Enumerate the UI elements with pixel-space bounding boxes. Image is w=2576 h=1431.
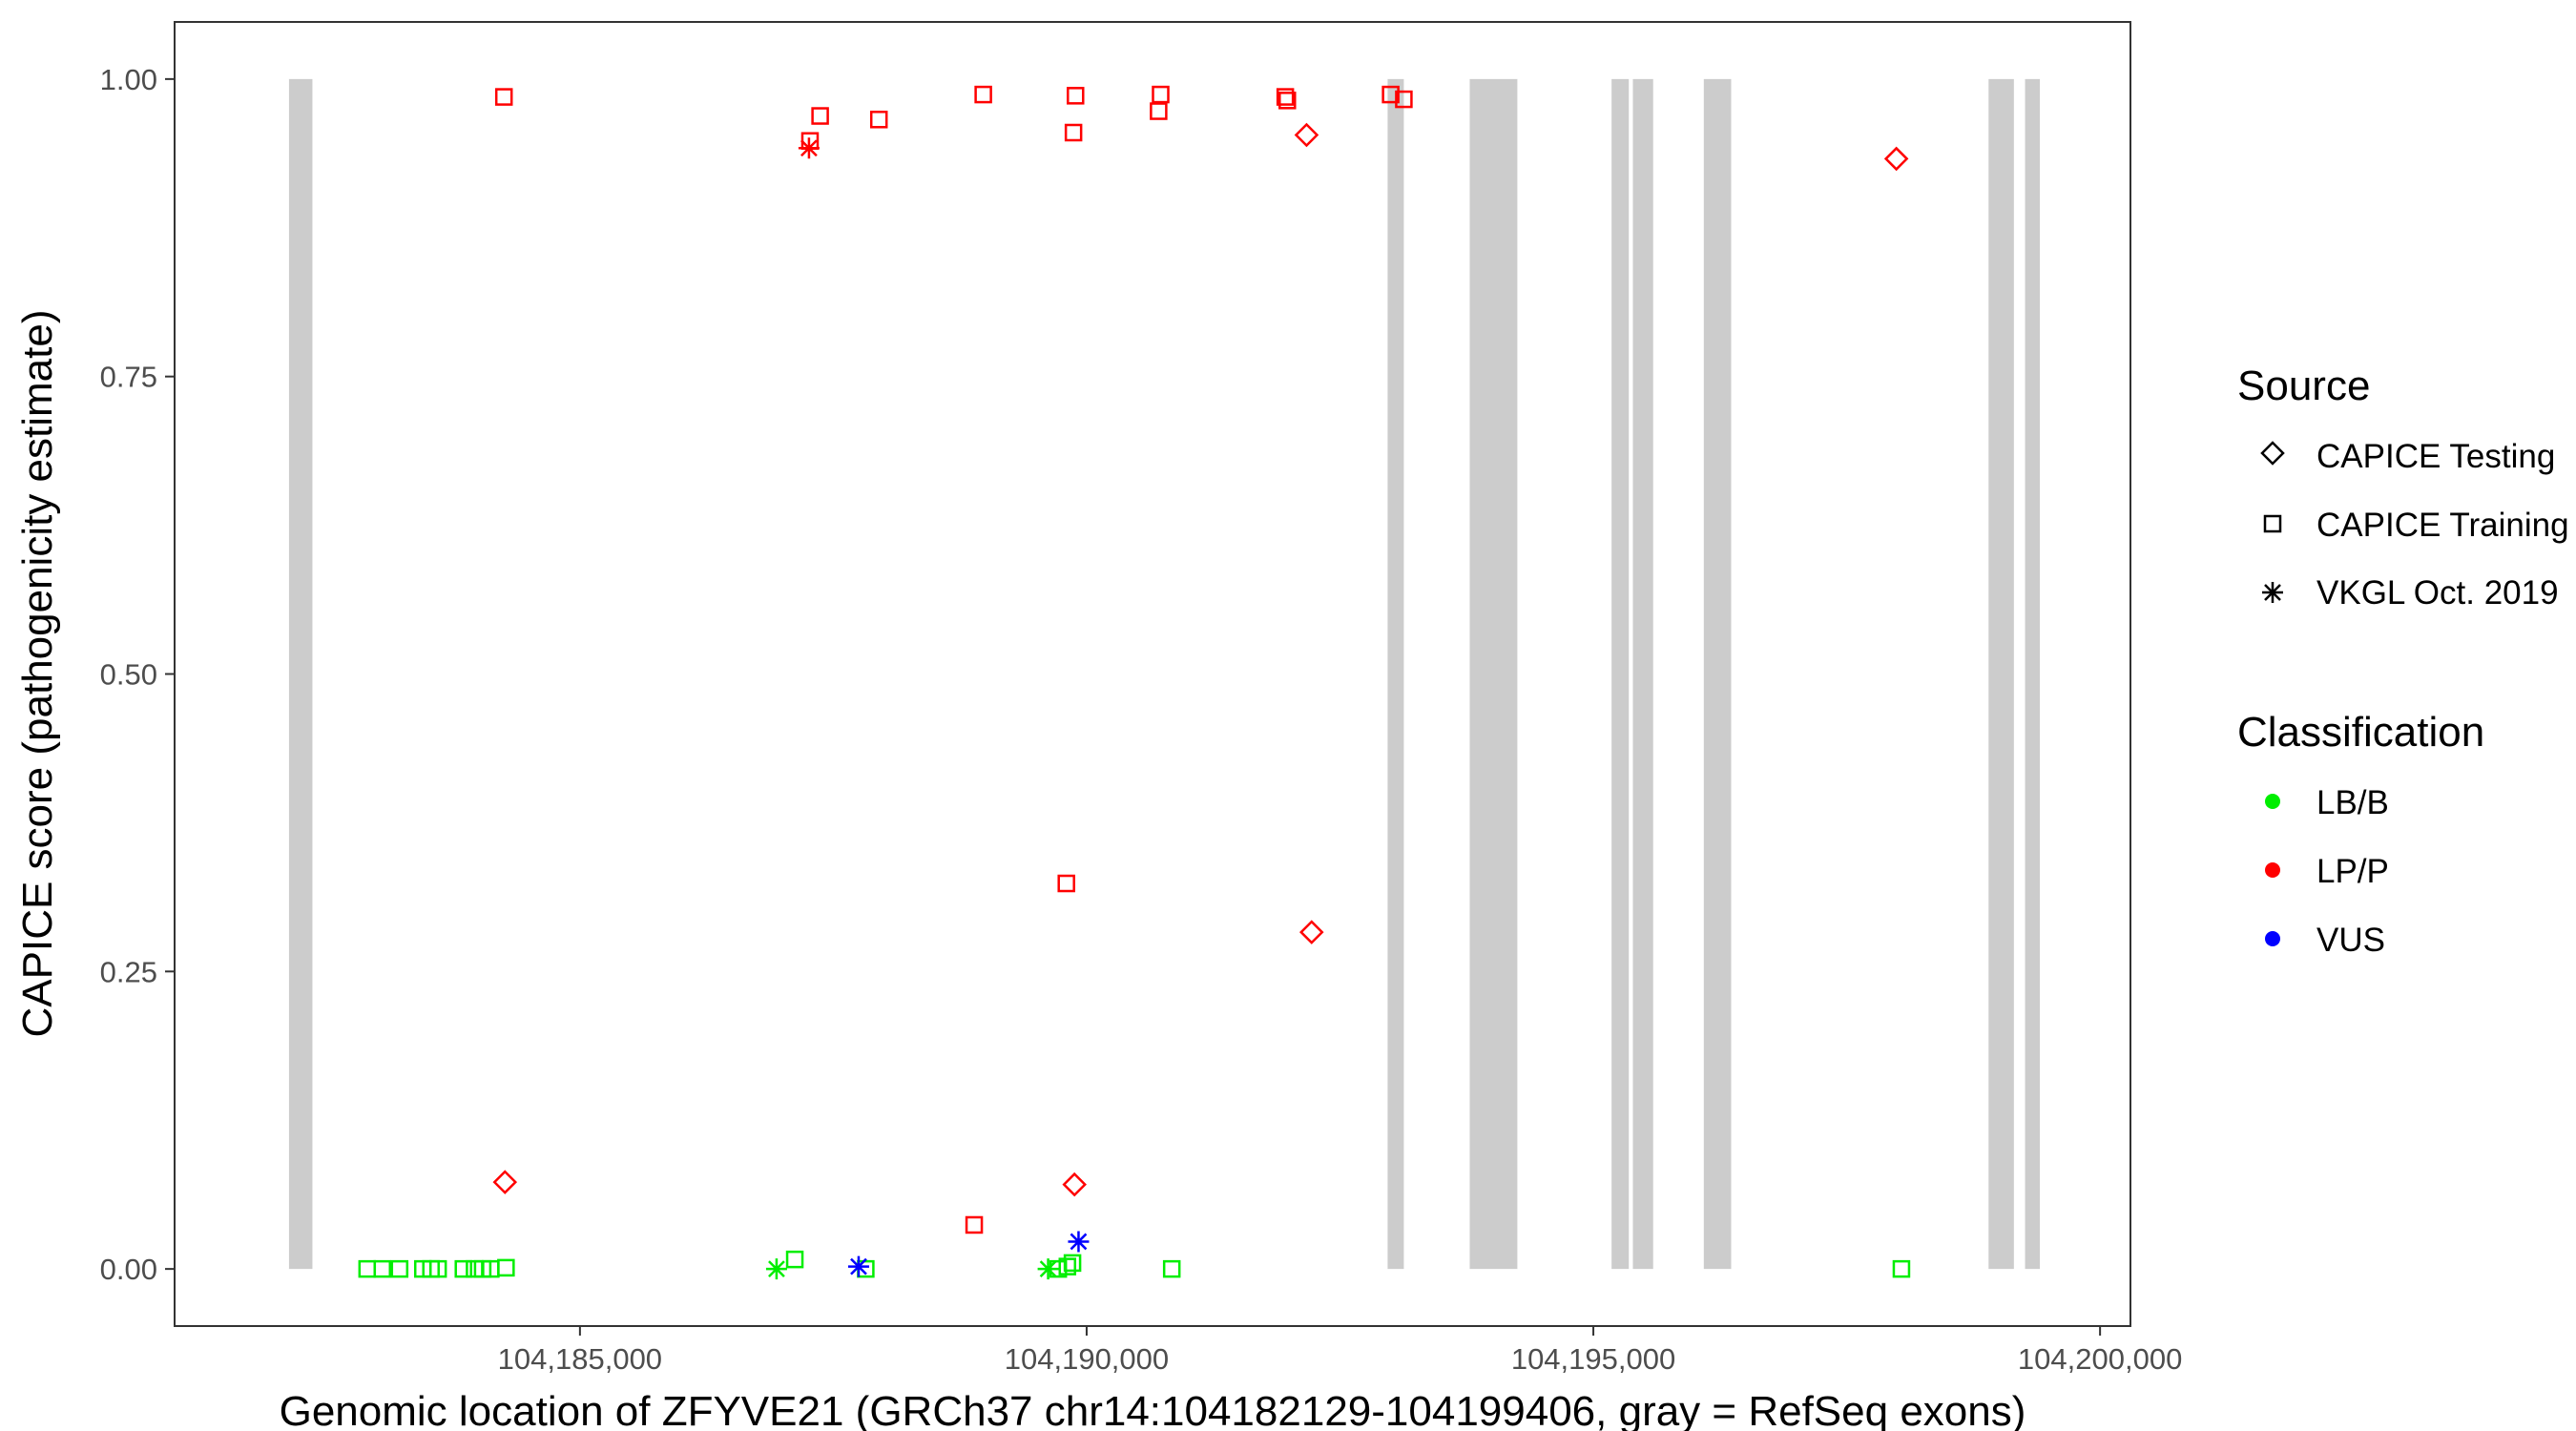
legend-asterisk-icon — [2262, 582, 2283, 603]
legend-source-title: Source — [2237, 363, 2370, 409]
point-diamond — [492, 1170, 518, 1194]
y-tick-label: 0.75 — [100, 361, 157, 394]
point-square — [428, 1259, 447, 1278]
legend-source-item-training: CAPICE Training — [2263, 507, 2569, 544]
point-diamond — [1298, 920, 1324, 944]
exon-bar — [2025, 78, 2041, 1270]
legend-source-item-testing: CAPICE Testing — [2260, 438, 2555, 475]
x-tick-label: 104,190,000 — [1005, 1342, 1169, 1376]
legend-class-item-label: LP/P — [2316, 853, 2389, 890]
point-asterisk — [847, 1255, 869, 1277]
x-tick-label: 104,195,000 — [1511, 1342, 1675, 1376]
exon-layer — [288, 78, 2041, 1270]
point-square — [373, 1259, 391, 1278]
point-square — [494, 88, 513, 106]
legend-source: Source CAPICE Testing CAPICE Training VK… — [2237, 363, 2569, 612]
point-square — [1150, 102, 1168, 120]
point-square — [1063, 1254, 1082, 1273]
point-square — [965, 1215, 984, 1234]
point-asterisk — [798, 137, 820, 159]
point-square — [1162, 1259, 1181, 1278]
point-square — [390, 1259, 409, 1278]
y-tick-label: 1.00 — [100, 63, 157, 96]
point-square — [1152, 85, 1170, 104]
point-square — [785, 1250, 804, 1269]
point-square — [497, 1258, 515, 1277]
point-square — [1278, 92, 1297, 110]
y-tick-label: 0.00 — [100, 1253, 157, 1286]
point-square — [1057, 874, 1075, 893]
point-asterisk — [1037, 1258, 1059, 1280]
exon-bar — [1703, 78, 1732, 1270]
y-tick-label: 0.25 — [100, 955, 157, 988]
point-square — [1892, 1259, 1911, 1278]
legend-source-item-label: CAPICE Training — [2316, 507, 2569, 544]
legend-class-item-lbb: LB/B — [2265, 784, 2389, 821]
exon-bar — [1387, 78, 1404, 1270]
point-square — [1276, 88, 1295, 106]
legend-green-dot-icon — [2265, 794, 2280, 809]
exon-bar — [1469, 78, 1518, 1270]
legend-square-icon — [2263, 514, 2282, 533]
legend-class-item-vus: VUS — [2265, 922, 2385, 959]
legend-source-item-label: VKGL Oct. 2019 — [2316, 574, 2559, 612]
point-square — [1395, 90, 1413, 109]
exon-bar — [1632, 78, 1653, 1270]
point-square — [869, 111, 888, 129]
axis-layer: 104,185,000 104,190,000 104,195,000 104,200… — [100, 63, 2183, 1376]
point-square — [454, 1259, 472, 1278]
point-asterisk — [765, 1258, 787, 1280]
legend-red-dot-icon — [2265, 862, 2280, 878]
point-diamond — [1062, 1172, 1087, 1197]
point-square — [1067, 87, 1085, 105]
y-axis-label: CAPICE score (pathogenicity estimate) — [14, 310, 61, 1038]
point-asterisk — [1068, 1231, 1090, 1253]
legend-classification: Classification LB/B LP/P VUS — [2237, 709, 2484, 959]
exon-bar — [1611, 78, 1630, 1270]
point-square — [1064, 123, 1083, 142]
point-square — [1058, 1257, 1077, 1275]
point-square — [1381, 85, 1400, 104]
point-square — [811, 107, 829, 125]
exon-bar — [1988, 78, 2014, 1270]
legend-source-item-label: CAPICE Testing — [2316, 438, 2555, 475]
legend-class-item-lpp: LP/P — [2265, 853, 2389, 890]
point-diamond — [1883, 146, 1909, 172]
legend-class-item-label: LB/B — [2316, 784, 2389, 821]
x-tick-label: 104,200,000 — [2018, 1342, 2182, 1376]
y-tick-label: 0.50 — [100, 658, 157, 692]
legend-classification-title: Classification — [2237, 709, 2484, 756]
legend-source-item-vkgl: VKGL Oct. 2019 — [2262, 574, 2559, 612]
legend-class-item-label: VUS — [2316, 922, 2385, 959]
x-tick-label: 104,185,000 — [498, 1342, 662, 1376]
legend-diamond-icon — [2260, 441, 2285, 466]
points-layer — [358, 85, 1911, 1280]
legend-blue-dot-icon — [2265, 931, 2280, 946]
exon-bar — [288, 78, 313, 1270]
x-axis-label: Genomic location of ZFYVE21 (GRCh37 chr1… — [280, 1388, 2026, 1431]
point-diamond — [1294, 122, 1319, 148]
point-square — [974, 85, 992, 104]
